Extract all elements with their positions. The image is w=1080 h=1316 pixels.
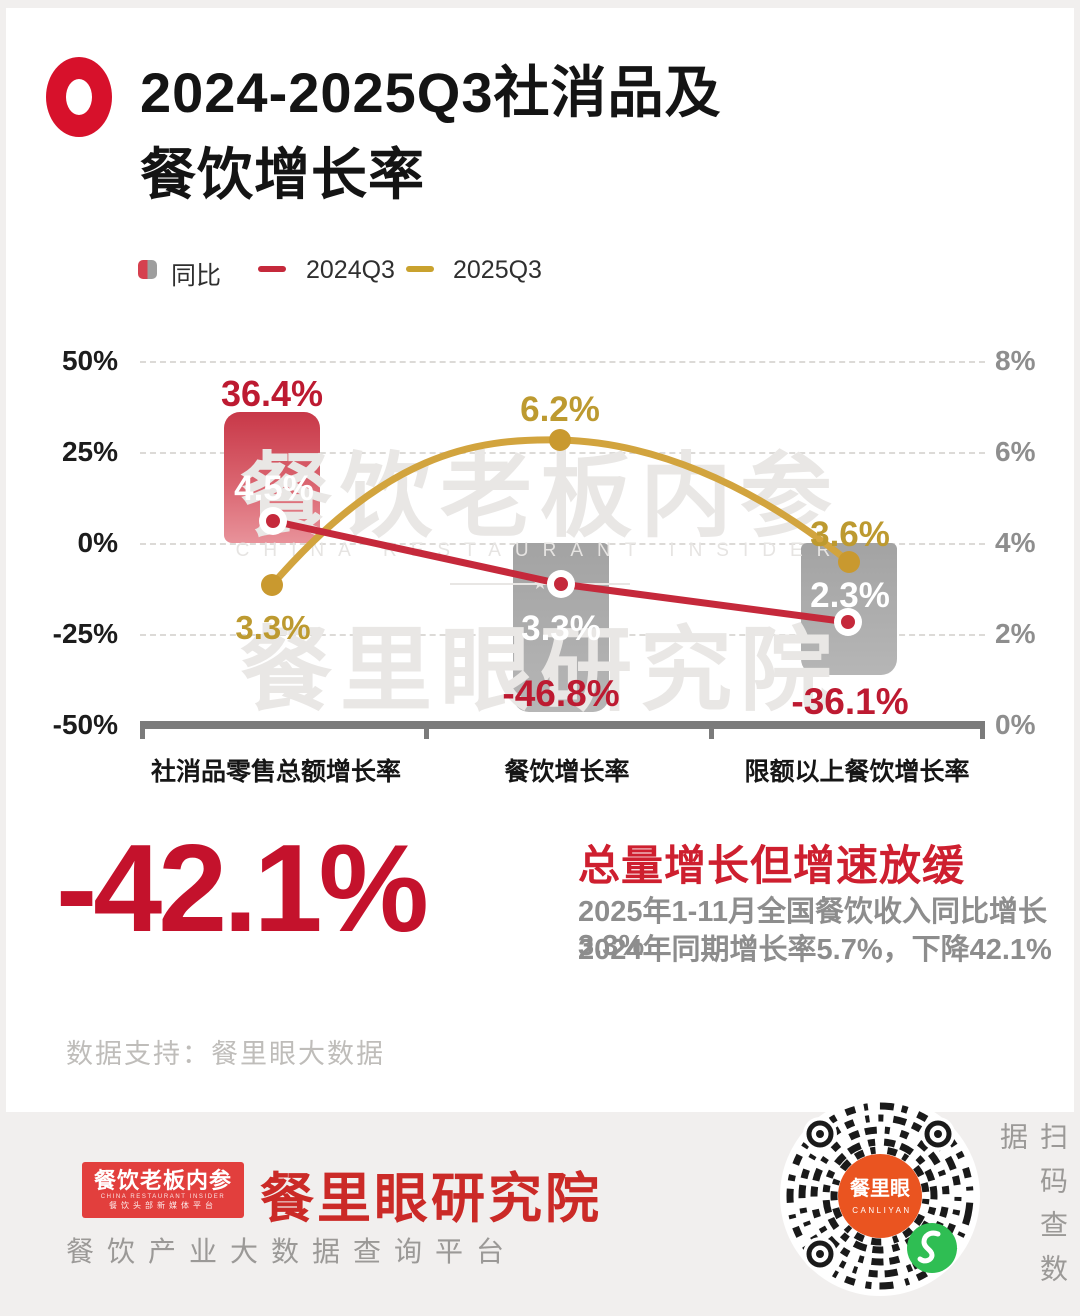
page-title-line1: 2024-2025Q3社消品及 bbox=[140, 61, 722, 124]
red-value-2: 3.3% bbox=[521, 609, 601, 648]
legend-2025-line-icon bbox=[406, 266, 434, 272]
publisher-logo-line2: CHINA RESTAURANT INSIDER bbox=[100, 1194, 226, 1200]
qr-code-icon: 餐里眼 CANLIYAN bbox=[780, 1096, 980, 1296]
category-label-2: 餐饮增长率 bbox=[504, 758, 630, 786]
gold-point-3 bbox=[838, 551, 860, 573]
red-point-1 bbox=[259, 507, 287, 535]
legend-2025-label: 2025Q3 bbox=[453, 256, 542, 284]
gridline-25 bbox=[140, 452, 985, 454]
summary-headline: 总量增长但增速放缓 bbox=[578, 842, 966, 889]
category-label-3: 限额以上餐饮增长率 bbox=[744, 758, 970, 786]
publisher-logo: 餐饮老板内参 CHINA RESTAURANT INSIDER 餐饮头部新媒体平… bbox=[82, 1162, 244, 1218]
summary-line1: 2025年1-11月全国餐饮收入同比增长3.3% bbox=[578, 896, 1047, 962]
right-tick-8: 8% bbox=[995, 345, 1036, 376]
qr-eye-top-right bbox=[921, 1117, 955, 1151]
publisher-logo-line3: 餐饮头部新媒体平台 bbox=[109, 1201, 217, 1210]
wechat-miniprogram-icon bbox=[907, 1223, 957, 1273]
left-tick-neg25: -25% bbox=[52, 618, 118, 649]
right-tick-6: 6% bbox=[995, 436, 1036, 467]
red-value-3: 2.3% bbox=[810, 576, 890, 615]
summary-line2: 2024年同期增长率5.7%，下降42.1% bbox=[578, 934, 1052, 966]
bar-label-3: -36.1% bbox=[791, 681, 909, 722]
big-decline-number: -42.1% bbox=[56, 820, 429, 958]
page-title-line2: 餐饮增长率 bbox=[140, 143, 425, 206]
gold-point-1 bbox=[261, 574, 283, 596]
institute-brand-name: 餐里眼研究院 bbox=[260, 1169, 602, 1229]
gold-value-1: 3.3% bbox=[235, 609, 311, 646]
gridline-50 bbox=[140, 361, 985, 363]
qr-eye-bottom-left bbox=[803, 1237, 837, 1271]
red-value-1: 4.5% bbox=[234, 469, 314, 508]
qr-center-text-cn: 餐里眼 bbox=[850, 1176, 910, 1200]
x-axis-tick-4 bbox=[980, 721, 985, 739]
bar-label-2: -46.8% bbox=[502, 673, 620, 714]
legend-2024-label: 2024Q3 bbox=[306, 256, 395, 284]
x-axis-tick-2 bbox=[424, 721, 429, 739]
bar-label-1: 36.4% bbox=[220, 373, 324, 414]
page-title: 2024-2025Q3社消品及 餐饮增长率 bbox=[140, 52, 722, 216]
right-tick-4: 4% bbox=[995, 527, 1036, 558]
gold-value-2: 6.2% bbox=[520, 390, 600, 429]
publisher-logo-line1: 餐饮老板内参 bbox=[93, 1168, 232, 1193]
category-label-1: 社消品零售总额增长率 bbox=[150, 758, 402, 786]
qr-center-text-en: CANLIYAN bbox=[852, 1206, 911, 1215]
right-tick-0: 0% bbox=[995, 709, 1036, 740]
x-axis-tick-3 bbox=[709, 721, 714, 739]
footer-tagline: 餐饮产业大数据查询平台 bbox=[66, 1236, 518, 1267]
left-tick-0: 0% bbox=[77, 527, 118, 558]
gold-point-2 bbox=[549, 429, 571, 451]
qr-code: 餐里眼 CANLIYAN bbox=[780, 1096, 980, 1296]
title-ring-icon bbox=[46, 57, 112, 137]
gold-value-3: 3.6% bbox=[810, 515, 890, 554]
qr-center-badge bbox=[838, 1154, 922, 1238]
red-point-2 bbox=[547, 570, 575, 598]
x-axis-line bbox=[140, 721, 985, 729]
gold-line-2025Q3 bbox=[268, 436, 853, 589]
x-axis-tick-1 bbox=[140, 721, 145, 739]
left-tick-neg50: -50% bbox=[52, 709, 118, 740]
right-tick-2: 2% bbox=[995, 618, 1036, 649]
data-support-note: 数据支持：餐里眼大数据 bbox=[66, 1039, 385, 1069]
left-tick-25: 25% bbox=[61, 436, 118, 467]
red-point-3 bbox=[834, 608, 862, 636]
legend-bar-label: 同比 bbox=[171, 262, 222, 290]
legend-2024-line-icon bbox=[258, 266, 286, 272]
qr-eye-top-left bbox=[803, 1117, 837, 1151]
scan-code-caption: 扫码查数据 bbox=[997, 1122, 1068, 1298]
legend-bar-swatch-icon bbox=[138, 260, 157, 279]
left-tick-50: 50% bbox=[61, 345, 118, 376]
